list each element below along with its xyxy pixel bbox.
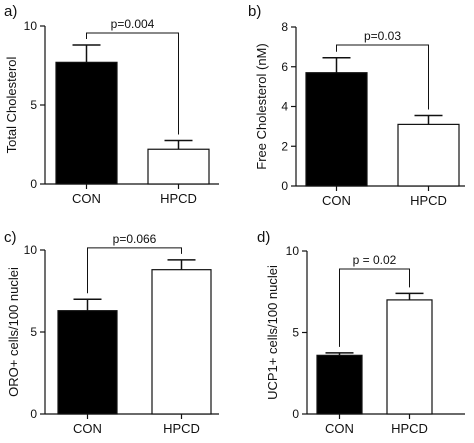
bar-con (55, 61, 118, 185)
x-tick-label: CON (73, 421, 102, 436)
bar-hpcd (386, 299, 433, 415)
x-tick-label: CON (325, 421, 354, 436)
x-tick-label: HPCD (391, 421, 428, 436)
y-tick-label: 5 (30, 325, 37, 339)
y-tick-label: 2 (281, 139, 288, 153)
x-tick-label: CON (322, 193, 351, 208)
y-tick-label: 0 (292, 407, 299, 421)
p-value-label: p=0.004 (111, 17, 155, 31)
x-tick-label: HPCD (410, 193, 447, 208)
significance-bracket (339, 268, 410, 347)
y-tick-label: 10 (286, 244, 300, 258)
bar-hpcd (397, 123, 460, 187)
p-value-label: p=0.066 (113, 232, 157, 246)
bar-con (316, 354, 363, 415)
y-tick-label: 6 (281, 60, 288, 74)
y-tick-label: 5 (292, 326, 299, 340)
x-tick-label: HPCD (160, 191, 197, 206)
y-tick-label: 10 (24, 243, 38, 257)
significance-bracket (87, 247, 182, 294)
bar-con (57, 310, 118, 415)
y-tick-label: 10 (24, 19, 38, 33)
y-axis-title: Total Cholesterol (4, 56, 19, 153)
y-tick-label: 0 (281, 179, 288, 193)
y-tick-label: 8 (281, 20, 288, 34)
panel-letter: d) (257, 229, 270, 246)
panel-letter: c) (4, 229, 17, 246)
bar-hpcd (151, 269, 212, 415)
chart-panel-2: b) 0 2 4 6 8 Free Cholesterol (nM) CON HPCD p=0.0… (248, 3, 465, 208)
p-value-label: p = 0.02 (353, 253, 397, 267)
chart-panel-1: a) 0 5 10 Total Cholesterol CON HPCD p=0.004 (4, 3, 219, 206)
y-tick-label: 4 (281, 100, 288, 114)
panel-letter: a) (4, 3, 17, 20)
y-axis-title: ORO+ cells/100 nuclei (6, 267, 21, 397)
p-value-label: p=0.03 (364, 29, 401, 43)
x-tick-label: HPCD (163, 421, 200, 436)
significance-bracket (336, 44, 429, 110)
significance-bracket (86, 32, 179, 135)
bar-hpcd (147, 148, 210, 185)
y-tick-label: 5 (30, 98, 37, 112)
panel-letter: b) (248, 3, 261, 20)
y-tick-label: 0 (30, 177, 37, 191)
y-axis-title: UCP1+ cells/100 nuclei (265, 265, 280, 400)
chart-panel-4: d) 0 5 10 UCP1+ cells/100 nuclei CON HPCD p = 0… (257, 229, 465, 436)
y-tick-label: 0 (30, 407, 37, 421)
y-axis-title: Free Cholesterol (nM) (254, 43, 269, 169)
x-tick-label: CON (72, 191, 101, 206)
bar-con (305, 72, 368, 187)
